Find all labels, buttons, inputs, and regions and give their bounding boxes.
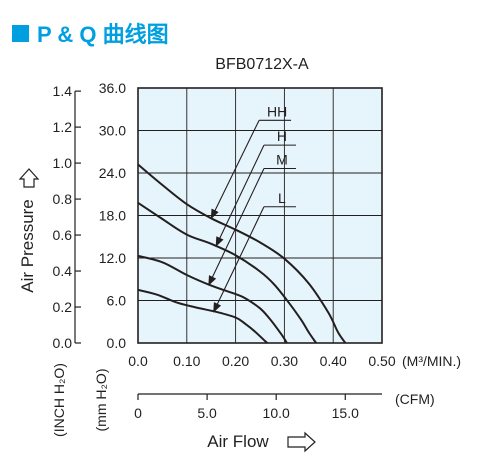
series-label-m: M (276, 152, 288, 168)
mm-tick-label: 18.0 (99, 208, 126, 224)
label-arrow-l (213, 206, 265, 313)
x-tick-label: 0.30 (271, 353, 298, 369)
inch-tick-label: 0.4 (53, 263, 73, 279)
x-tick-label: 0.50 (368, 353, 395, 369)
y-axis-arrow-icon (18, 168, 40, 188)
label-arrow-h (215, 144, 265, 247)
series-layer (137, 163, 347, 344)
series-label-l: L (278, 190, 286, 206)
x-axis-title: Air Flow (207, 432, 269, 451)
mm-tick-label: 36.0 (99, 80, 126, 96)
cfm-tick-label: 15.0 (332, 405, 359, 421)
inch-tick-label: 1.4 (53, 83, 73, 99)
heading-marker (12, 25, 29, 42)
mm-tick-label: 6.0 (107, 293, 127, 309)
label-arrow-hh (210, 120, 260, 220)
x-tick-label: 0.20 (222, 353, 249, 369)
mm-tick-label: 30.0 (99, 123, 126, 139)
chart-title: BFB0712X-A (215, 56, 309, 73)
heading-title: P & Q 曲线图 (37, 22, 169, 47)
series-line-m (137, 254, 288, 344)
mm-tick-label: 12.0 (99, 250, 126, 266)
x-tick-label: 0.10 (173, 353, 200, 369)
label-arrow-m (208, 168, 265, 286)
x-axis-ticks: 0.0 0.10 0.20 0.30 0.40 0.50 (128, 353, 396, 369)
x-tick-label: 0.40 (320, 353, 347, 369)
cfm-unit: (CFM) (395, 391, 435, 407)
mm-unit-label: (mm H₂O) (93, 369, 109, 432)
series-label-hh: HH (267, 103, 287, 119)
series-label-h: H (277, 128, 287, 144)
inch-tick-label: 0.6 (53, 227, 73, 243)
series-line-l (137, 288, 269, 344)
cfm-axis: 0 5.0 10.0 15.0 (134, 393, 382, 421)
x-axis-unit: (M³/MIN.) (402, 353, 461, 369)
inch-tick-label: 1.2 (53, 119, 73, 135)
x-tick-label: 0.0 (128, 353, 148, 369)
inch-tick-label: 0.2 (53, 299, 73, 315)
series-line-hh (137, 163, 347, 344)
mm-tick-label: 24.0 (99, 165, 126, 181)
inch-unit-label: (INCH H₂O) (51, 363, 67, 437)
mm-tick-label: 0.0 (107, 335, 127, 351)
inch-tick-label: 1.0 (53, 155, 73, 171)
mm-axis-ticks: 0.0 6.0 12.0 18.0 24.0 30.0 36.0 (99, 80, 126, 351)
inch-axis: 0.0 0.2 0.4 0.6 0.8 1.0 1.2 1.4 (53, 83, 81, 351)
cfm-tick-label: 5.0 (197, 405, 217, 421)
series-line-h (137, 201, 317, 344)
y-axis-title: Air Pressure (18, 199, 37, 293)
inch-tick-label: 0.0 (53, 335, 73, 351)
cfm-tick-label: 10.0 (263, 405, 290, 421)
cfm-tick-label: 0 (134, 405, 142, 421)
inch-tick-label: 0.8 (53, 191, 73, 207)
x-axis-arrow-icon (287, 431, 316, 453)
